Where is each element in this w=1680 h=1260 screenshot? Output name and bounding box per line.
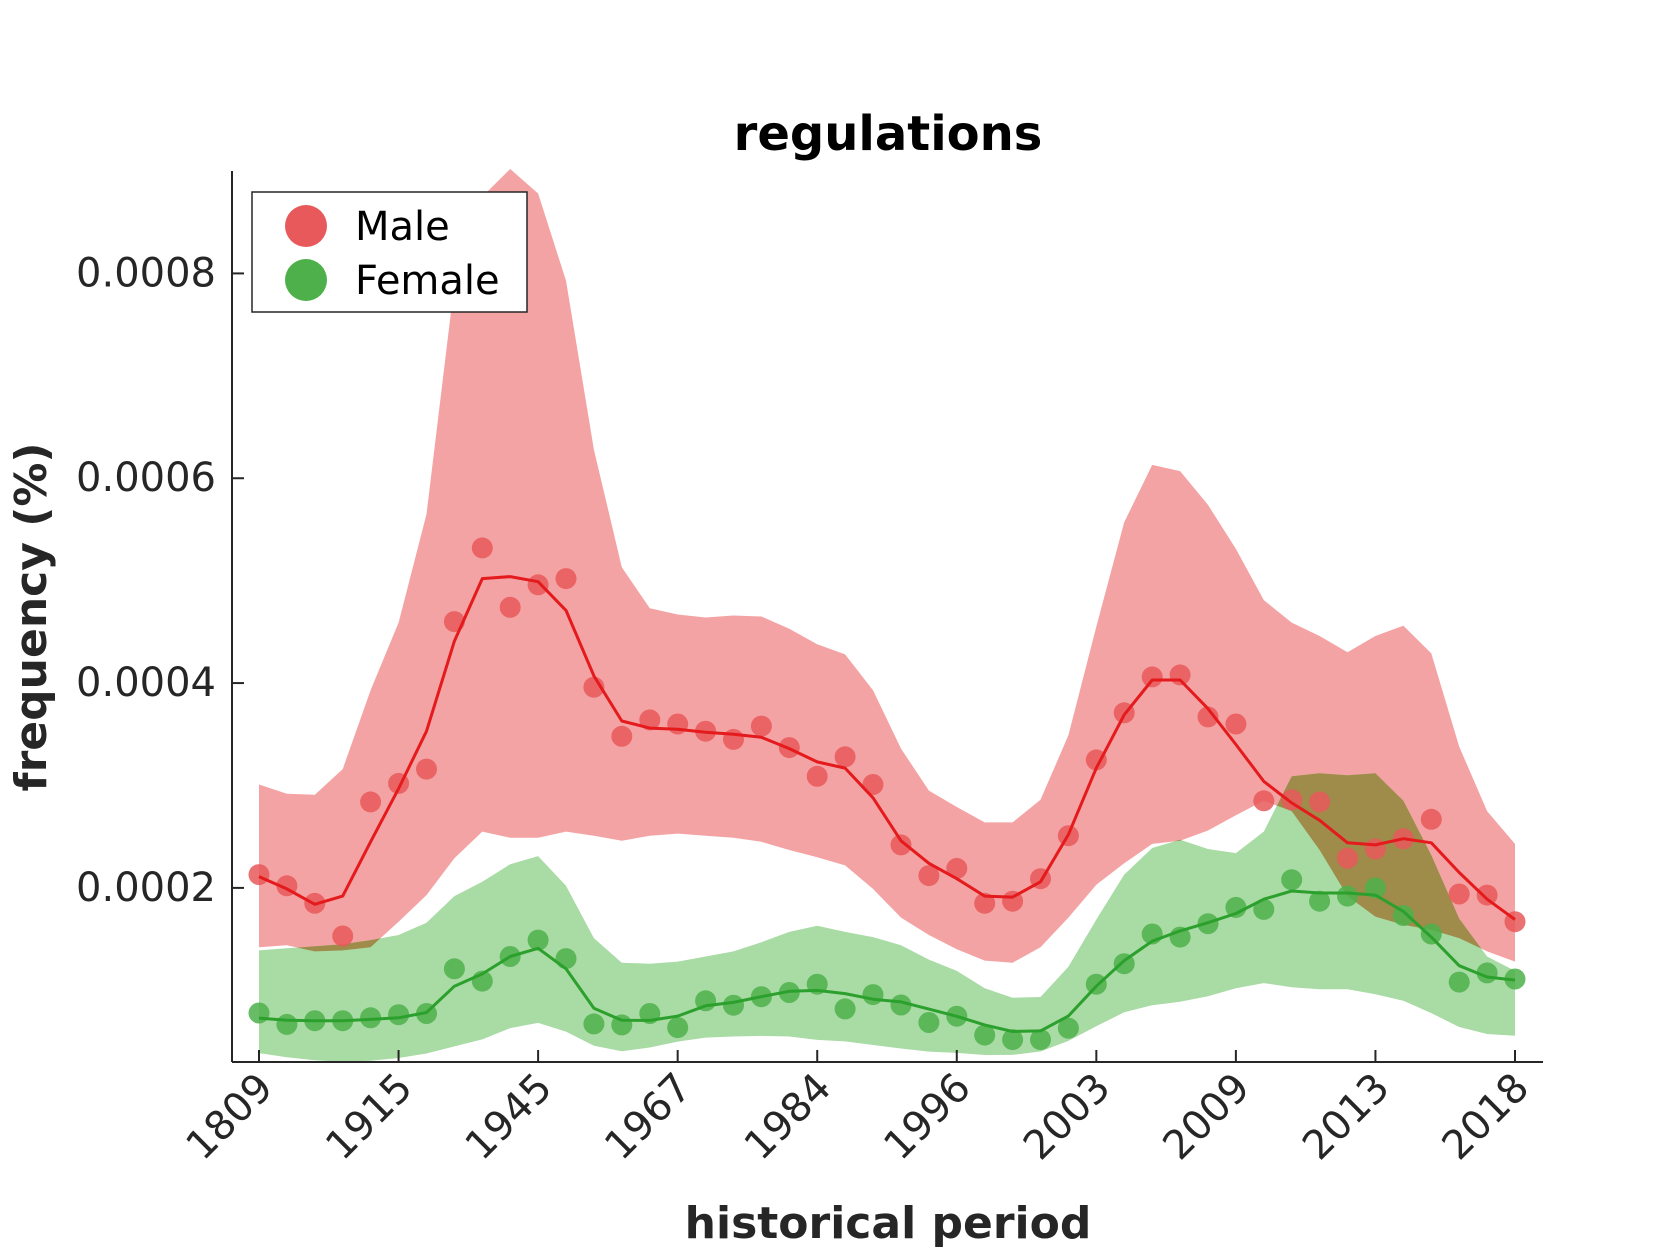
x-tick-label: 1996 bbox=[875, 1065, 980, 1170]
female-data-point bbox=[248, 1002, 270, 1024]
female-trend-line bbox=[258, 889, 1516, 1033]
male-data-point bbox=[723, 728, 744, 750]
legend-female-marker bbox=[285, 259, 327, 301]
male-data-point bbox=[1197, 706, 1219, 728]
x-tick-label: 1915 bbox=[317, 1065, 422, 1170]
female-data-point bbox=[1002, 1029, 1024, 1051]
male-data-point bbox=[332, 925, 354, 947]
male-confidence-band bbox=[259, 169, 1515, 963]
male-data-point bbox=[834, 746, 856, 768]
female-data-point bbox=[1337, 885, 1358, 907]
female-data-point bbox=[1448, 971, 1470, 993]
female-data-point bbox=[527, 929, 549, 951]
legend-male-label: Male bbox=[355, 204, 450, 250]
male-data-point bbox=[1085, 749, 1107, 771]
female-data-point bbox=[1392, 905, 1414, 926]
female-data-point bbox=[555, 948, 577, 970]
male-data-point bbox=[611, 725, 633, 747]
band-overlap-region bbox=[1174, 839, 1182, 842]
x-tick-label: 1809 bbox=[178, 1065, 283, 1170]
female-data-point bbox=[276, 1013, 298, 1035]
female-data-point bbox=[583, 1013, 605, 1035]
male-data-point bbox=[890, 834, 912, 856]
x-tick-label: 1984 bbox=[736, 1065, 841, 1170]
female-data-point bbox=[360, 1007, 382, 1029]
legend-male-marker bbox=[285, 205, 327, 247]
x-tick-label: 1945 bbox=[457, 1065, 562, 1170]
y-tick-label: 0.0008 bbox=[76, 250, 216, 296]
male-data-point bbox=[750, 715, 772, 737]
female-data-point bbox=[1030, 1029, 1051, 1051]
male-data-point bbox=[360, 791, 382, 813]
male-data-point bbox=[806, 765, 828, 787]
x-tick-label: 2009 bbox=[1154, 1065, 1259, 1170]
male-data-point bbox=[639, 709, 661, 731]
male-data-point bbox=[1309, 791, 1331, 813]
male-data-point bbox=[1253, 790, 1275, 812]
male-data-point bbox=[499, 596, 521, 618]
female-data-point bbox=[1420, 923, 1442, 945]
male-data-point bbox=[1476, 884, 1498, 906]
y-tick-label: 0.0004 bbox=[76, 660, 216, 706]
legend-female-label: Female bbox=[355, 258, 500, 304]
female-data-point bbox=[1281, 869, 1303, 891]
female-data-point bbox=[443, 958, 465, 980]
male-data-point bbox=[416, 758, 437, 780]
male-data-point bbox=[471, 537, 493, 559]
x-tick-label: 1967 bbox=[596, 1065, 701, 1170]
female-data-point bbox=[667, 1017, 689, 1039]
female-data-point bbox=[918, 1012, 940, 1033]
female-data-point bbox=[834, 998, 856, 1020]
female-data-point bbox=[1057, 1017, 1079, 1039]
male-data-point bbox=[1448, 883, 1470, 905]
female-data-point bbox=[862, 984, 884, 1006]
plot-area bbox=[248, 169, 1526, 1062]
male-data-point bbox=[248, 864, 270, 886]
band-overlap-region bbox=[1276, 773, 1482, 949]
male-data-point bbox=[1337, 847, 1358, 869]
female-data-point bbox=[1225, 896, 1247, 918]
female-data-point bbox=[723, 994, 744, 1016]
x-tick-label: 2003 bbox=[1015, 1065, 1120, 1170]
legend: Male Female bbox=[251, 191, 528, 313]
male-data-point bbox=[862, 774, 884, 795]
x-tick-label: 2013 bbox=[1294, 1065, 1399, 1170]
female-data-point bbox=[974, 1024, 996, 1046]
female-data-point bbox=[890, 994, 912, 1016]
female-data-point bbox=[388, 1004, 410, 1026]
male-data-point bbox=[1169, 664, 1191, 686]
male-data-point bbox=[946, 857, 968, 879]
y-axis-label: frequency (%) bbox=[6, 442, 57, 791]
male-data-point bbox=[1364, 838, 1386, 860]
male-trend-line bbox=[258, 575, 1516, 921]
female-confidence-band bbox=[259, 773, 1515, 1062]
male-data-point bbox=[918, 865, 940, 887]
y-tick-label: 0.0006 bbox=[76, 455, 216, 501]
male-data-point bbox=[1420, 808, 1442, 830]
plot-marks bbox=[248, 169, 1526, 1062]
male-data-point bbox=[974, 892, 996, 914]
male-data-point bbox=[555, 568, 577, 590]
female-data-point bbox=[1309, 890, 1331, 912]
male-data-point bbox=[1225, 713, 1247, 735]
male-data-point bbox=[1141, 666, 1163, 688]
female-data-point bbox=[1253, 898, 1275, 920]
female-data-point bbox=[1364, 877, 1386, 899]
x-axis-label: historical period bbox=[685, 1198, 1092, 1249]
y-tick-label: 0.0002 bbox=[76, 865, 216, 911]
x-tick-label: 2018 bbox=[1434, 1065, 1539, 1170]
chart-title: regulations bbox=[734, 106, 1043, 162]
male-data-point bbox=[527, 574, 549, 596]
